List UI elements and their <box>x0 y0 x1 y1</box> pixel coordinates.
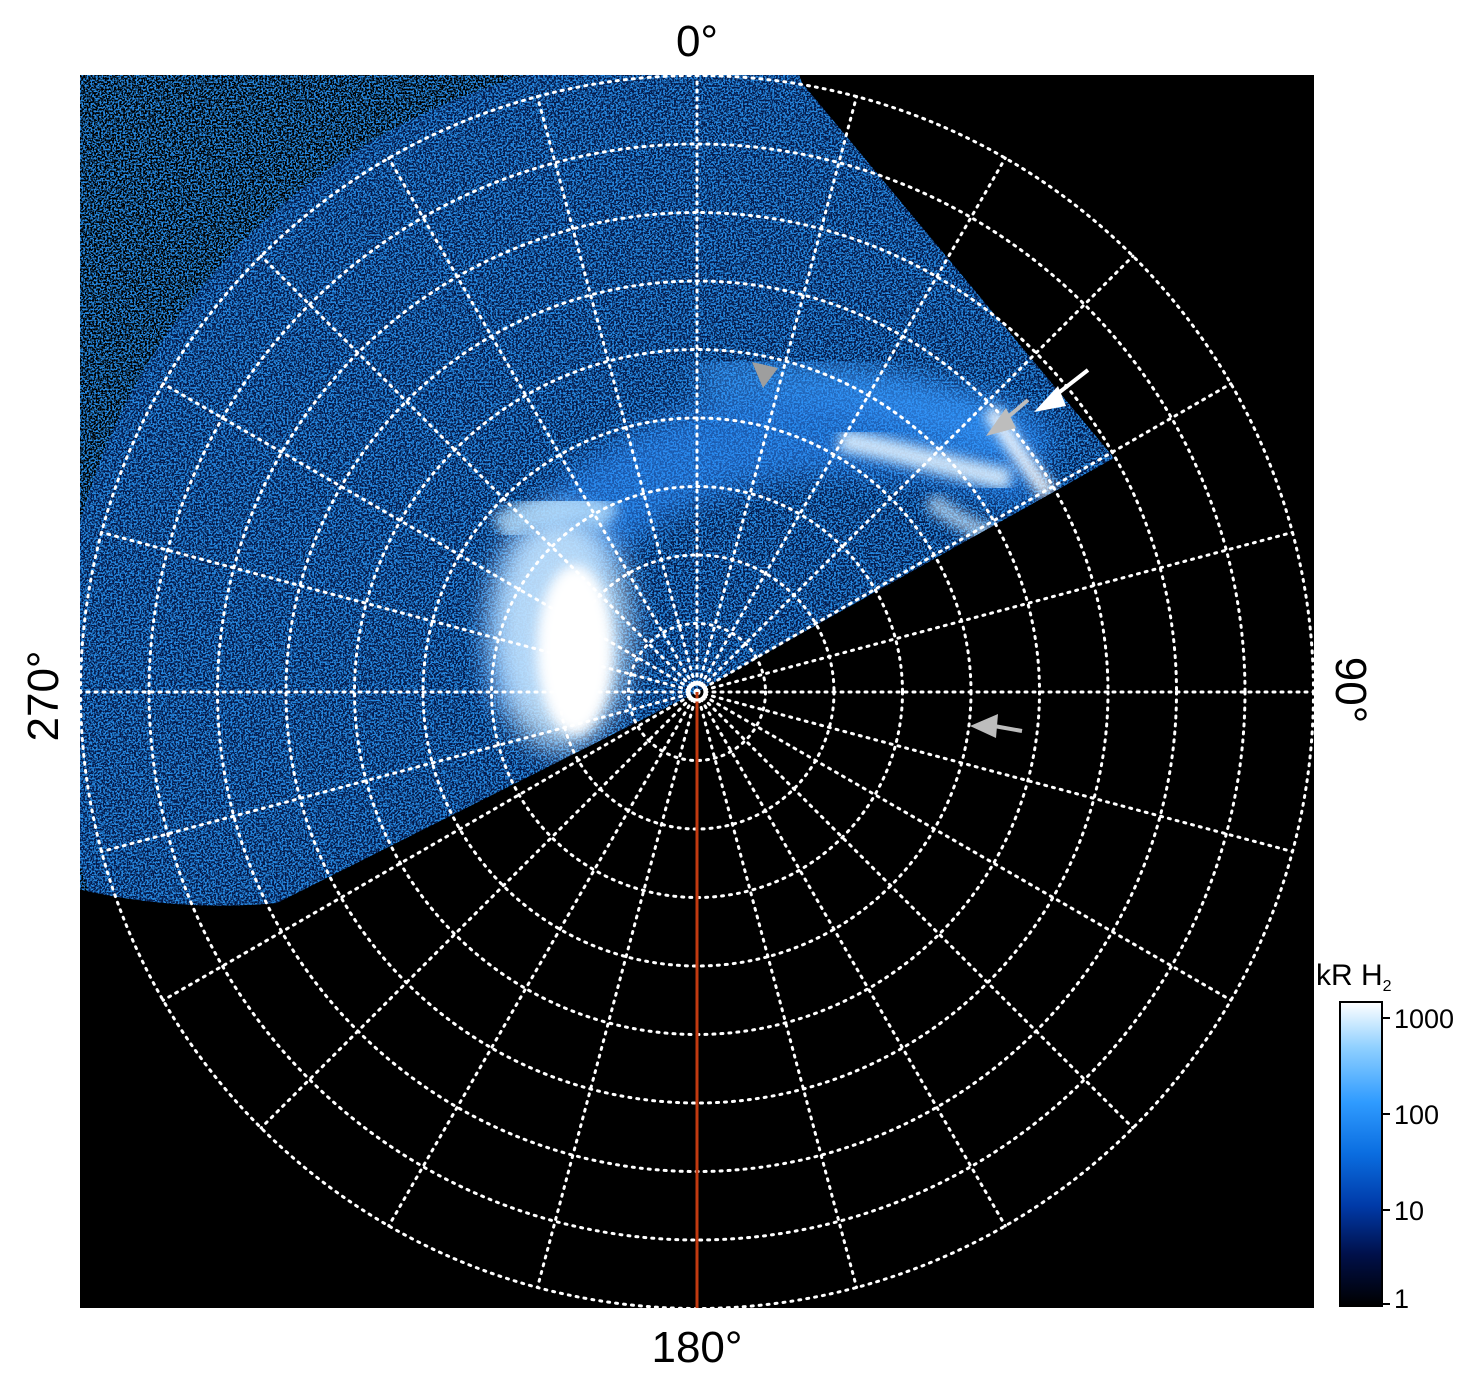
grid-ring <box>147 142 1247 1242</box>
colorbar: kR H2 1000 100 10 1 <box>1316 959 1454 1314</box>
grid-spoke <box>695 156 1007 694</box>
colorbar-tick-1: 1 <box>1394 1284 1409 1314</box>
grid-spoke <box>695 690 1233 1002</box>
grid-spoke <box>259 254 699 694</box>
colorbar-ticks <box>1382 1017 1390 1305</box>
angle-label-left: 270° <box>19 650 68 741</box>
grid-spoke <box>100 530 699 694</box>
angle-label-top: 0° <box>676 17 718 66</box>
colorbar-tick-1000: 1000 <box>1394 1004 1454 1034</box>
grid-spoke <box>387 156 699 694</box>
grid-spoke <box>161 382 699 694</box>
grid-spoke <box>100 690 699 854</box>
colorbar-tick-10: 10 <box>1394 1196 1424 1226</box>
colorbar-gradient <box>1339 1001 1383 1307</box>
grid-spoke <box>161 690 699 1002</box>
grid-spoke <box>387 690 699 1228</box>
grid-spoke <box>535 95 699 694</box>
grid-spoke <box>695 690 1135 1130</box>
gray-arrow-upper-right <box>986 398 1030 436</box>
grid-spoke <box>695 690 1294 854</box>
angle-label-bottom: 180° <box>651 1323 742 1372</box>
grid-spoke <box>535 690 699 1289</box>
white-arrow <box>1034 368 1090 412</box>
grid-spoke <box>695 690 1007 1228</box>
grid-spoke <box>695 382 1233 694</box>
grid-spoke <box>695 254 1135 694</box>
colorbar-title: kR H2 <box>1316 959 1392 995</box>
grid-spoke <box>259 690 699 1130</box>
angle-label-right: 90° <box>1326 657 1375 724</box>
pole-marker <box>687 682 707 702</box>
grid-spoke <box>695 690 859 1289</box>
gray-arrow-right <box>970 714 1023 738</box>
gray-arrowhead-upper <box>752 362 778 388</box>
grid-spoke <box>695 95 859 694</box>
colorbar-tick-100: 100 <box>1394 1100 1439 1130</box>
grid-spoke <box>695 530 1294 694</box>
